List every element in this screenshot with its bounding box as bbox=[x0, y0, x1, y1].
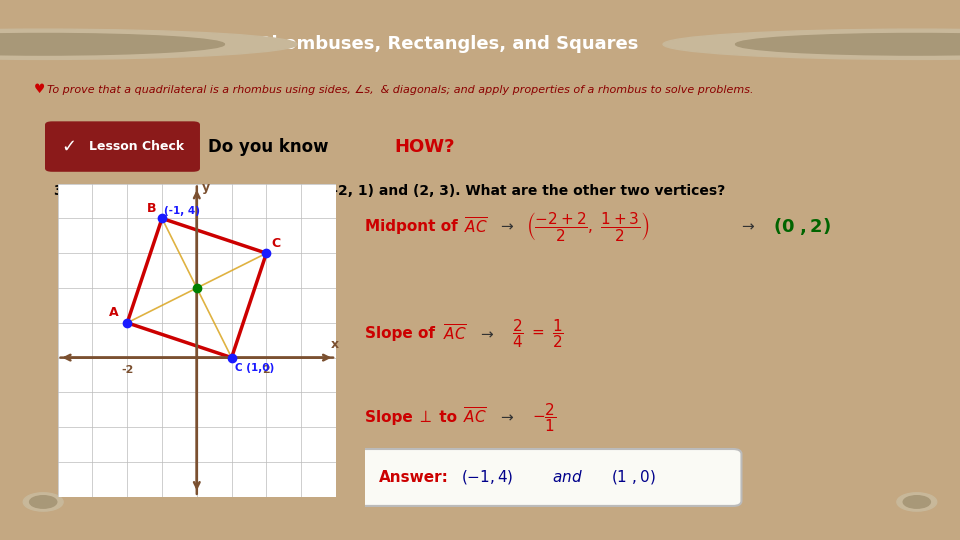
FancyBboxPatch shape bbox=[45, 122, 200, 172]
Text: 3.  A square has opposite vertices (-2, 1) and (2, 3). What are the other two ve: 3. A square has opposite vertices (-2, 1… bbox=[54, 184, 726, 198]
Text: $\rightarrow$: $\rightarrow$ bbox=[498, 219, 515, 234]
Circle shape bbox=[663, 29, 960, 59]
Text: 2: 2 bbox=[262, 365, 271, 375]
Text: Answer:: Answer: bbox=[379, 470, 449, 485]
Text: $\mathbf{(0\ ,2)}$: $\mathbf{(0\ ,2)}$ bbox=[773, 216, 830, 237]
Text: $and$: $and$ bbox=[552, 469, 583, 485]
Circle shape bbox=[897, 493, 937, 511]
Text: $-\dfrac{2}{1}$: $-\dfrac{2}{1}$ bbox=[533, 401, 557, 434]
Circle shape bbox=[23, 493, 63, 511]
Text: $\overline{AC}$: $\overline{AC}$ bbox=[464, 217, 488, 237]
Text: Midpont of: Midpont of bbox=[365, 219, 463, 234]
Text: HOW?: HOW? bbox=[394, 138, 454, 156]
Text: $\rightarrow$: $\rightarrow$ bbox=[498, 410, 516, 424]
Text: A: A bbox=[108, 306, 118, 319]
Text: ♥: ♥ bbox=[35, 83, 45, 96]
Text: Slope: Slope bbox=[365, 410, 418, 424]
Text: Do you know: Do you know bbox=[208, 138, 334, 156]
Text: $\overline{AC}$: $\overline{AC}$ bbox=[464, 407, 488, 427]
FancyBboxPatch shape bbox=[356, 449, 741, 506]
Text: (-1, 4): (-1, 4) bbox=[164, 206, 200, 215]
Text: to: to bbox=[434, 410, 462, 424]
Text: 6-5 Conditions for Rhombuses, Rectangles, and Squares: 6-5 Conditions for Rhombuses, Rectangles… bbox=[70, 35, 638, 53]
Text: $\perp$: $\perp$ bbox=[416, 408, 432, 426]
Circle shape bbox=[30, 496, 57, 508]
Text: -2: -2 bbox=[121, 365, 133, 375]
Text: $\dfrac{2}{4}\ =\ \dfrac{1}{2}$: $\dfrac{2}{4}\ =\ \dfrac{1}{2}$ bbox=[512, 317, 564, 350]
Text: Explain.: Explain. bbox=[54, 210, 135, 224]
Text: y: y bbox=[202, 180, 210, 193]
Text: $(-1,4)$: $(-1,4)$ bbox=[461, 469, 514, 487]
Text: $\left(\dfrac{-2+2}{2},\ \dfrac{1+3}{2}\right)$: $\left(\dfrac{-2+2}{2},\ \dfrac{1+3}{2}\… bbox=[526, 210, 650, 243]
Circle shape bbox=[903, 496, 930, 508]
Text: B: B bbox=[147, 202, 156, 215]
Text: $\overline{AC}$: $\overline{AC}$ bbox=[443, 323, 467, 343]
Text: $\rightarrow$: $\rightarrow$ bbox=[478, 326, 495, 341]
Text: C (1,0): C (1,0) bbox=[235, 363, 275, 373]
Circle shape bbox=[735, 33, 960, 55]
Text: C: C bbox=[272, 237, 280, 249]
Text: ✓: ✓ bbox=[61, 138, 77, 156]
Text: x: x bbox=[331, 338, 339, 351]
Text: To prove that a quadrilateral is a rhombus using sides, ∠s,  & diagonals; and ap: To prove that a quadrilateral is a rhomb… bbox=[47, 85, 754, 94]
Text: Slope of: Slope of bbox=[365, 326, 440, 341]
Circle shape bbox=[0, 33, 225, 55]
Text: Lesson Check: Lesson Check bbox=[88, 140, 183, 153]
Text: $\rightarrow$: $\rightarrow$ bbox=[738, 219, 756, 234]
Circle shape bbox=[0, 29, 297, 59]
Text: $(1\ ,0)$: $(1\ ,0)$ bbox=[612, 469, 656, 487]
